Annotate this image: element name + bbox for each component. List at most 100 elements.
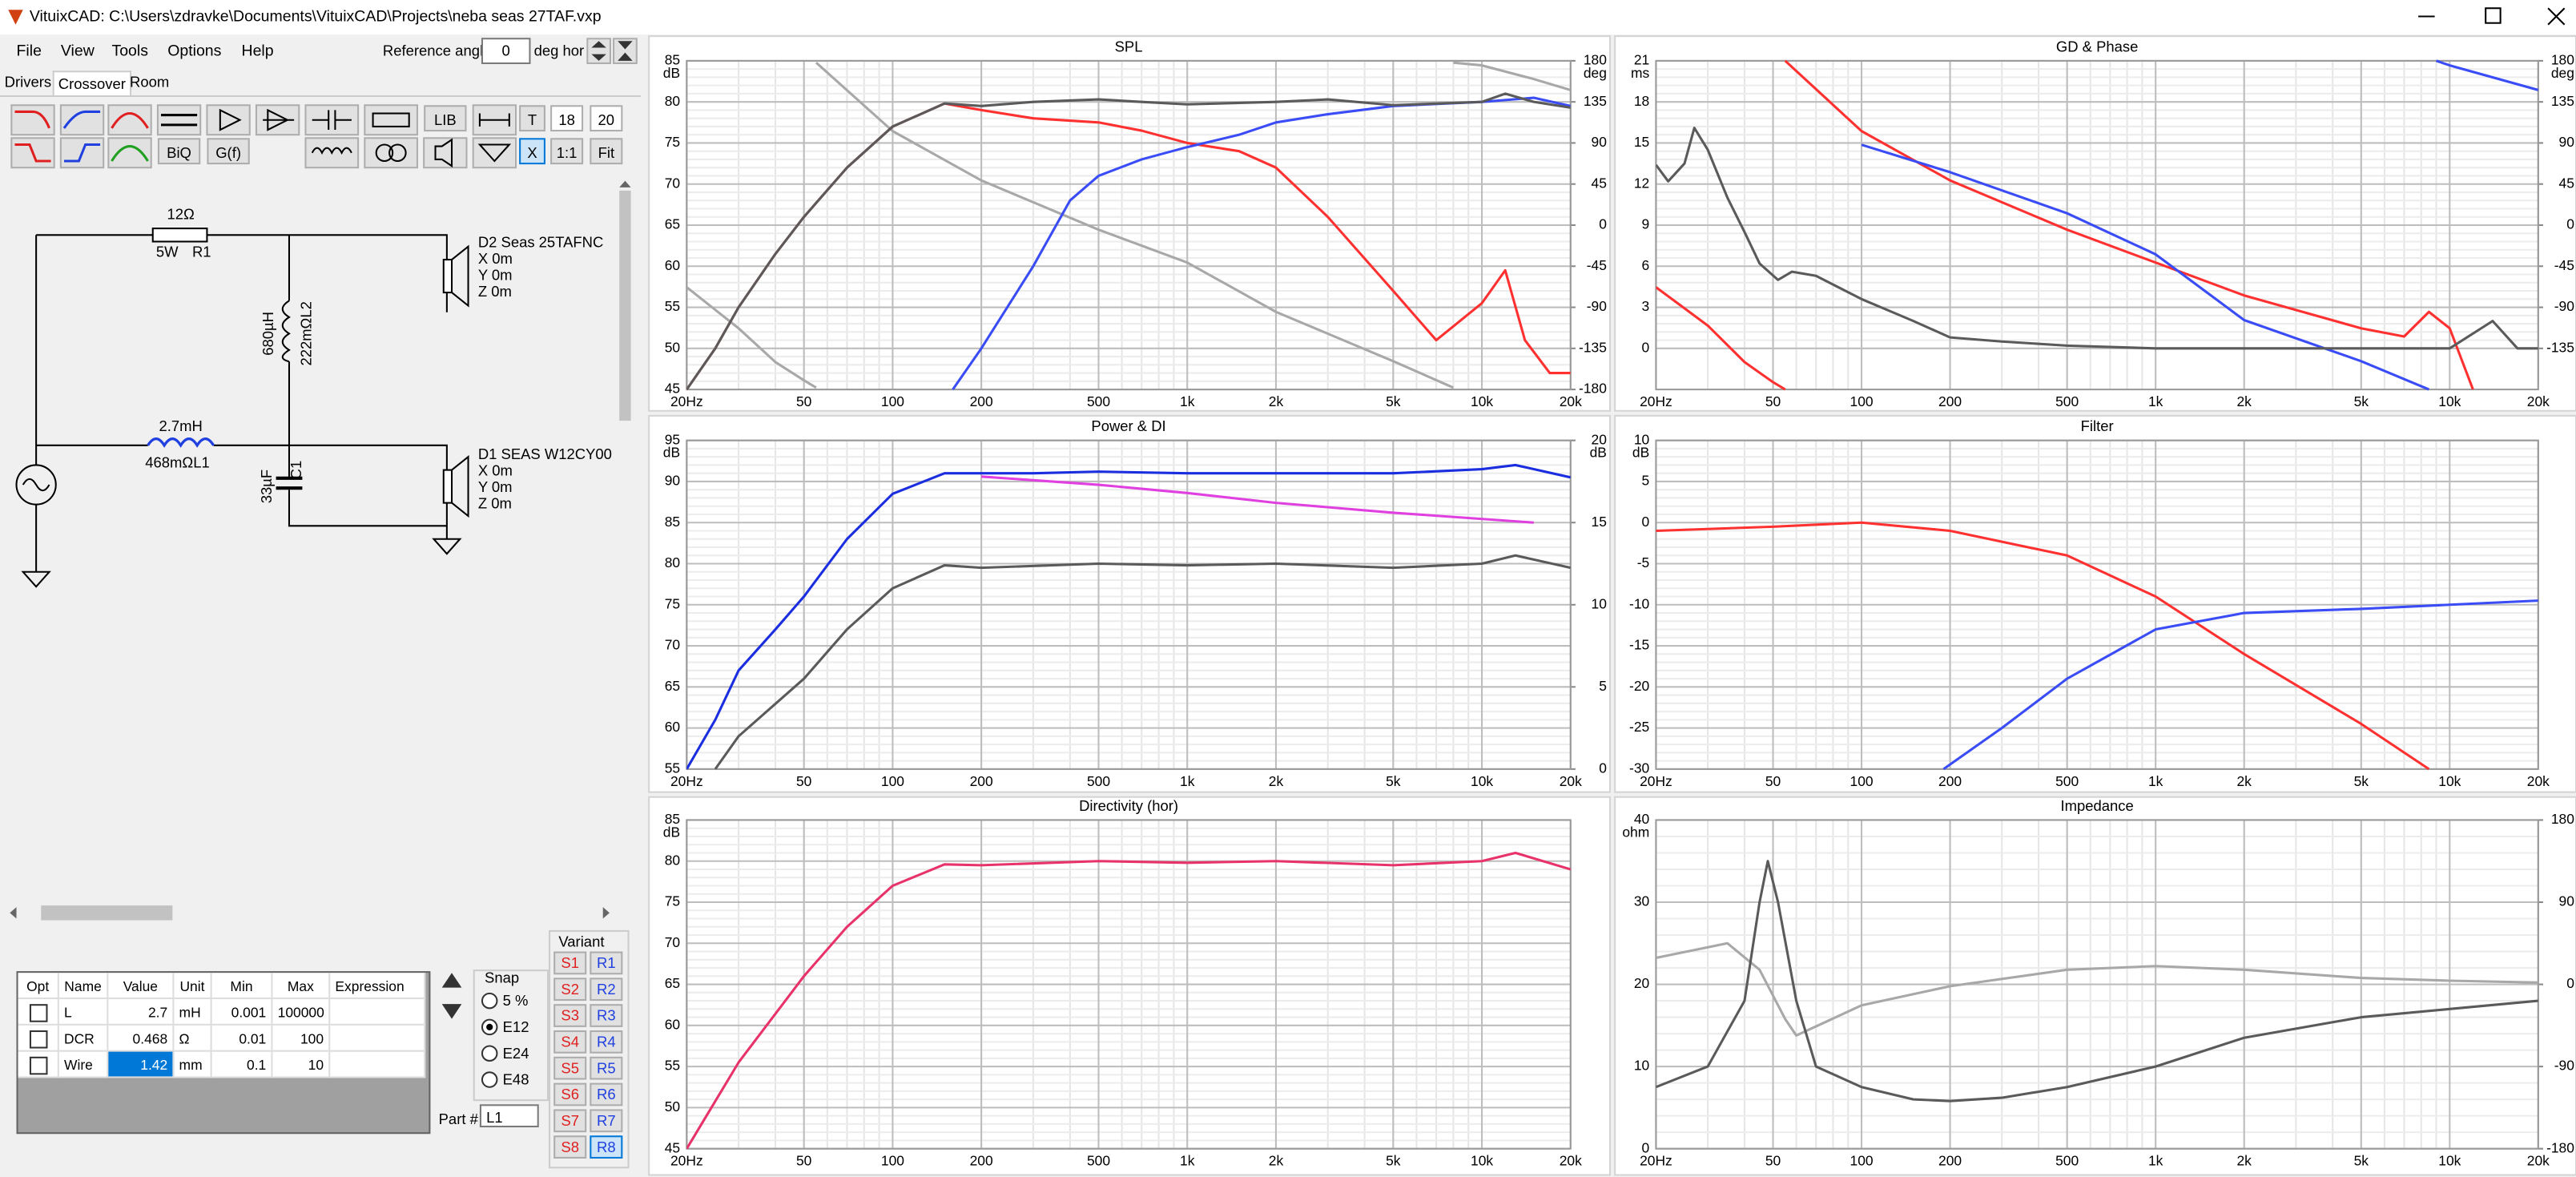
variant-r[interactable]: R6 (590, 1082, 623, 1106)
y2-tick-label: 90 (1592, 134, 1608, 150)
shape: 680µH (260, 312, 276, 356)
row-move-buttons[interactable] (437, 966, 467, 1026)
x-tick-label: 500 (1087, 393, 1110, 409)
table-cell[interactable]: 0.001 (211, 999, 273, 1026)
table-cell[interactable]: L (58, 999, 109, 1026)
variant-s[interactable]: S5 (553, 1056, 587, 1080)
table-cell[interactable]: 100 (272, 1025, 331, 1052)
table-cell[interactable]: Ω (174, 1025, 212, 1052)
table-cell[interactable]: 100000 (272, 999, 331, 1026)
variant-r[interactable]: R1 (590, 951, 623, 975)
shape (478, 113, 510, 127)
menu-item[interactable]: View (60, 42, 95, 61)
reference-angle-input[interactable]: 0 (481, 38, 531, 64)
x-tick-label: 1k (2148, 1153, 2163, 1169)
tab[interactable]: Drivers (4, 74, 52, 91)
variant-s[interactable]: S8 (553, 1135, 587, 1159)
shape: D2 Seas 25TAFNC (478, 233, 603, 250)
radio[interactable] (481, 1018, 498, 1036)
shape (22, 478, 50, 492)
y-tick-label: -25 (1629, 719, 1649, 735)
radio[interactable] (481, 992, 498, 1010)
variant-s[interactable]: S3 (553, 1004, 587, 1027)
table-cell[interactable]: DCR (58, 1025, 109, 1052)
table-cell[interactable]: mm (174, 1051, 212, 1078)
toolbar-button[interactable]: Fit (590, 138, 623, 165)
menu-item[interactable]: Tools (111, 42, 148, 61)
y2-tick-label: -180 (2546, 1139, 2574, 1155)
table-cell[interactable]: 0.468 (108, 1025, 175, 1052)
y2-tick-label: 5 (1599, 678, 1607, 694)
toolbar-button[interactable]: X (519, 138, 545, 165)
variant-r[interactable]: R2 (590, 977, 623, 1002)
radio-label[interactable]: E48 (502, 1071, 529, 1088)
y2-tick-label: -45 (2554, 257, 2574, 273)
menu-item[interactable]: Options (167, 42, 222, 61)
radio-label[interactable]: E24 (502, 1045, 529, 1062)
checkbox[interactable] (29, 1030, 48, 1049)
variant-r[interactable]: R5 (590, 1056, 623, 1080)
toolbar-button[interactable]: 1:1 (550, 138, 584, 165)
table-cell[interactable]: mH (174, 999, 212, 1026)
variant-r[interactable]: R7 (590, 1109, 623, 1133)
table-cell[interactable]: Wire (58, 1051, 109, 1078)
table-header: Min (211, 973, 273, 1000)
y-tick-label: -5 (1637, 554, 1649, 570)
x-tick-label: 2k (1269, 393, 1284, 409)
y-tick-label: 30 (1634, 893, 1650, 909)
toolbar-button[interactable]: 20 (590, 105, 623, 132)
y2-tick-label: -135 (1579, 339, 1607, 355)
radio[interactable] (481, 1045, 498, 1062)
angle-spin[interactable] (586, 38, 639, 64)
table-cell[interactable]: 10 (272, 1051, 331, 1078)
variant-s[interactable]: S4 (553, 1030, 587, 1054)
table-cell[interactable]: 1.42 (108, 1051, 175, 1078)
shape (472, 137, 517, 169)
table-cell[interactable] (330, 1051, 426, 1078)
table-cell[interactable] (330, 1025, 426, 1052)
y-tick-label: 21 (1634, 51, 1649, 67)
variant-r[interactable]: R3 (590, 1004, 623, 1027)
tab[interactable]: Crossover (52, 71, 132, 95)
plot-frame (686, 439, 1572, 770)
y-tick-label: 0 (1642, 514, 1650, 530)
toolbar-button[interactable]: BiQ (157, 138, 201, 165)
menu-item[interactable]: Help (241, 42, 274, 61)
part-input[interactable]: L1 (479, 1104, 539, 1127)
variant-s[interactable]: S6 (553, 1082, 587, 1106)
variant-r[interactable]: R4 (590, 1030, 623, 1054)
radio-label[interactable]: E12 (502, 1018, 529, 1036)
toolbar-button[interactable]: T (519, 105, 545, 132)
toolbar-button[interactable]: 18 (550, 105, 584, 132)
table-cell[interactable]: 0.1 (211, 1051, 273, 1078)
checkbox[interactable] (29, 1004, 48, 1022)
radio-label[interactable]: 5 % (502, 992, 529, 1010)
shape (311, 147, 352, 155)
checkbox[interactable] (29, 1056, 48, 1075)
radio[interactable] (481, 1071, 498, 1088)
window-controls[interactable] (2415, 5, 2571, 30)
scrollbars[interactable] (0, 177, 641, 930)
series-line (1656, 860, 2538, 1102)
parameter-table: Opt Name Value Unit Min Max Expression L 2.7 mH 0.… (16, 971, 431, 1135)
variant-r[interactable]: R8 (590, 1135, 623, 1159)
table-cell[interactable]: 2.7 (108, 999, 175, 1026)
y-tick-label: 10 (1634, 431, 1650, 447)
variant-s[interactable]: S2 (553, 977, 587, 1002)
shape (59, 104, 105, 136)
shape: D1 SEAS W12CY001 (478, 445, 616, 462)
shape (41, 905, 173, 921)
menu-item[interactable]: File (16, 42, 42, 61)
toolbar-button[interactable]: LIB (424, 105, 467, 132)
y-unit: dB (663, 445, 680, 461)
x-tick-label: 20Hz (1640, 393, 1672, 409)
variant-s[interactable]: S7 (553, 1109, 587, 1133)
variant-s[interactable]: S1 (553, 951, 587, 975)
tab[interactable]: Room (129, 74, 170, 91)
shape (281, 300, 291, 363)
toolbar-button[interactable]: G(f) (207, 138, 250, 165)
table-cell[interactable]: 0.01 (211, 1025, 273, 1052)
plot-lines (686, 61, 1571, 390)
table-cell[interactable] (330, 999, 426, 1026)
chart-title: Power & DI (1091, 417, 1165, 434)
